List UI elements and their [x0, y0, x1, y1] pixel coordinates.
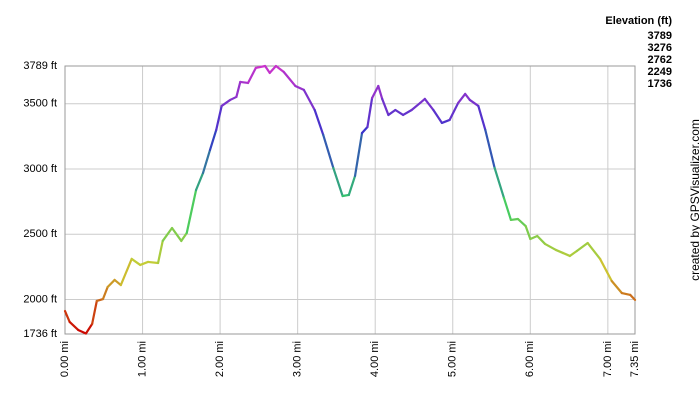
elevation-segment [274, 64, 285, 73]
elevation-segment [440, 118, 451, 125]
elevation-segment [353, 131, 364, 178]
y-tick-label: 3500 ft [23, 98, 57, 110]
elevation-segment [484, 128, 496, 170]
elevation-segment [371, 84, 380, 100]
elevation-segment [246, 66, 257, 85]
elevation-segment [360, 125, 369, 135]
elevation-segment [170, 226, 183, 243]
plot-frame [64, 65, 636, 335]
y-tick-label: 3000 ft [23, 163, 57, 175]
legend-value: 2762 [648, 54, 672, 66]
elevation-segment [194, 171, 205, 192]
elevation-segment [457, 92, 467, 105]
elevation-segment [568, 249, 578, 258]
elevation-segment [402, 108, 413, 117]
legend-title: Elevation (ft) [605, 15, 672, 27]
elevation-segment [366, 96, 374, 129]
credit: created by GPSVisualizer.com [688, 119, 700, 281]
elevation-segment [332, 166, 344, 198]
elevation-segment [106, 278, 116, 289]
elevation-segment [448, 101, 460, 122]
elevation-segment [68, 320, 80, 332]
y-tick-label: 2000 ft [23, 293, 57, 305]
elevation-segment [313, 108, 325, 137]
elevation-segment [502, 196, 513, 222]
elevation-segment [113, 278, 122, 287]
elevation-segment [180, 231, 188, 243]
elevation-segment [377, 84, 384, 100]
elevation-segment [235, 80, 242, 99]
elevation-segment [468, 98, 480, 108]
elevation-segment [610, 279, 623, 295]
x-tick-label: 0.00 mi [59, 341, 71, 377]
elevation-segment [423, 97, 435, 112]
elevation-segment [101, 285, 109, 301]
elevation-segment [347, 174, 357, 197]
elevation-segment [91, 299, 98, 326]
elevation-segment [185, 188, 198, 235]
legend-value: 3789 [648, 30, 672, 42]
elevation-segment [387, 108, 397, 117]
x-tick-label: 5.00 mi [447, 341, 459, 377]
elevation-segment [161, 226, 174, 243]
legend-value: 2249 [648, 66, 672, 78]
elevation-segment [146, 260, 160, 265]
elevation-segment [543, 242, 557, 252]
elevation-segment [561, 251, 571, 258]
elevation-segment [268, 64, 278, 75]
elevation-segment [220, 98, 232, 108]
elevation-segment [119, 257, 133, 287]
elevation-segment [229, 95, 238, 102]
elevation-segment [215, 104, 223, 132]
elevation-segment [302, 88, 316, 112]
x-tick-label: 7.35 mi [629, 341, 641, 377]
elevation-segment [156, 239, 164, 265]
elevation-segment [139, 260, 150, 267]
x-tick-label: 4.00 mi [369, 341, 381, 377]
elevation-segment [629, 293, 637, 302]
elevation-segment [254, 64, 267, 70]
elevation-segment [575, 241, 589, 253]
elevation-segment [554, 248, 564, 255]
elevation-segment [586, 241, 602, 261]
y-tick-label: 1736 ft [23, 328, 57, 340]
elevation-segment [208, 128, 218, 152]
elevation-segment [516, 217, 527, 228]
elevation-segment [322, 133, 335, 170]
elevation-segment [381, 97, 390, 117]
elevation-segment [524, 224, 532, 241]
elevation-segment [410, 101, 422, 112]
elevation-segment [282, 70, 297, 88]
elevation-segment [394, 108, 405, 117]
elevation-segment [464, 92, 471, 102]
y-tick-label: 2500 ft [23, 228, 57, 240]
elevation-segment [77, 328, 88, 335]
elevation-segment [239, 80, 250, 85]
elevation-segment [432, 108, 443, 125]
elevation-segment [620, 291, 632, 297]
x-tick-label: 7.00 mi [602, 341, 614, 377]
elevation-segment [263, 64, 271, 75]
legend-value: 3276 [648, 42, 672, 54]
x-tick-label: 6.00 mi [524, 341, 536, 377]
legend-value: 1736 [648, 78, 672, 90]
elevation-segment [536, 234, 547, 246]
elevation-segment [63, 309, 71, 324]
elevation-segment [509, 217, 519, 222]
elevation-segment [130, 257, 142, 267]
elevation-segment [529, 234, 539, 241]
x-tick-label: 3.00 mi [292, 341, 304, 377]
x-tick-label: 1.00 mi [136, 341, 148, 377]
y-tick-label: 3789 ft [23, 60, 57, 72]
elevation-segment [294, 84, 305, 91]
elevation-segment [201, 148, 212, 175]
x-tick-label: 2.00 mi [214, 341, 226, 377]
elevation-segment [477, 104, 487, 132]
elevation-segment [84, 322, 94, 335]
elevation-segment [599, 257, 613, 283]
elevation-segment [493, 166, 506, 200]
